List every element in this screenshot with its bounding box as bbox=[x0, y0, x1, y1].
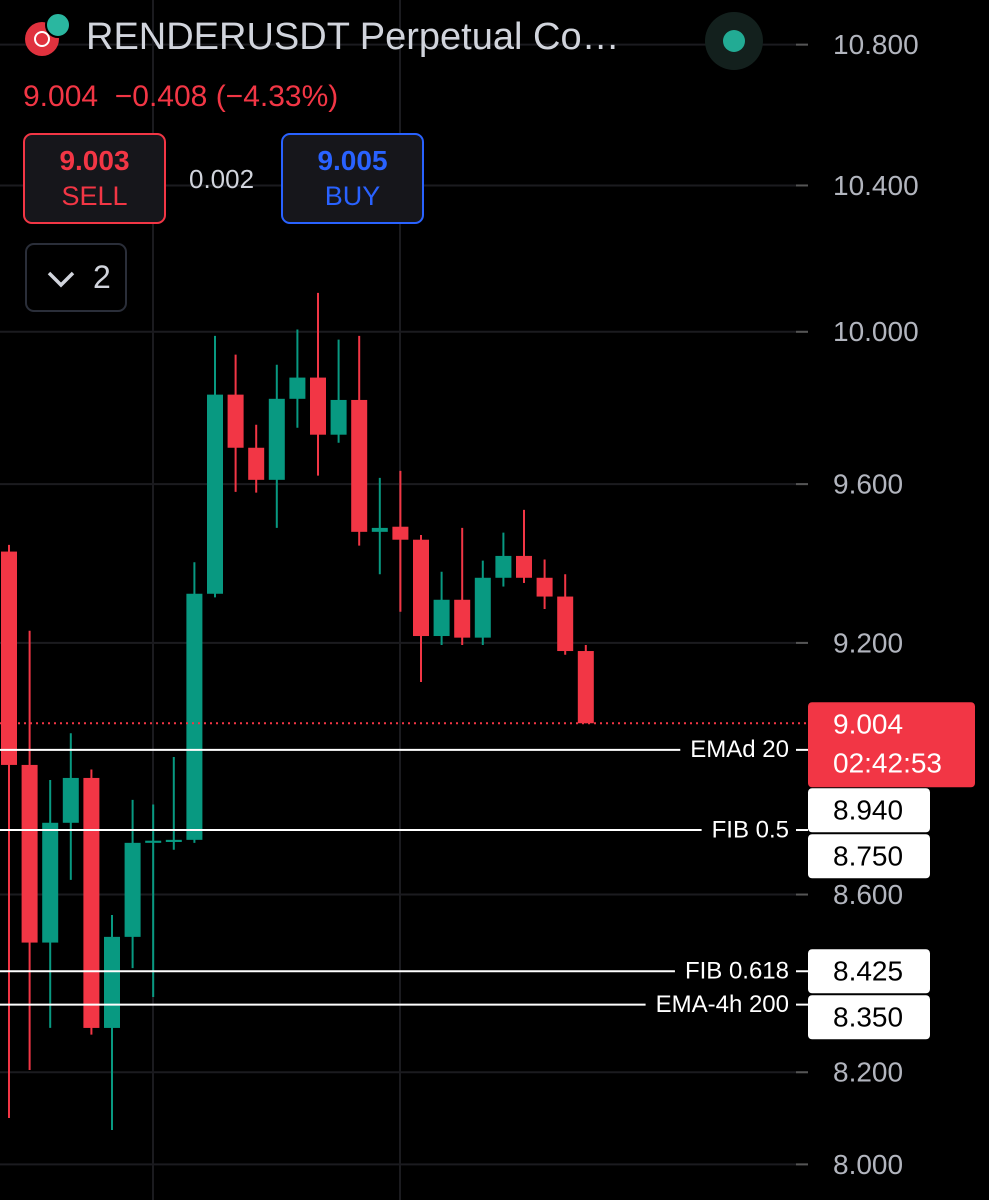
last-price-label: 9.004 bbox=[833, 709, 903, 740]
candle-body bbox=[433, 599, 450, 637]
y-tick-label: 9.200 bbox=[833, 627, 903, 658]
candle-body bbox=[289, 377, 306, 399]
candle-body bbox=[454, 599, 471, 638]
candle-body bbox=[227, 394, 244, 448]
level-price-box bbox=[808, 834, 930, 879]
candle-body bbox=[165, 839, 182, 842]
candle-body bbox=[495, 555, 512, 578]
candle-body bbox=[577, 651, 594, 724]
candle-body bbox=[557, 596, 574, 652]
chevron-icon bbox=[47, 271, 75, 288]
sell-price: 9.003 bbox=[59, 145, 130, 176]
y-tick-label: 8.600 bbox=[833, 879, 903, 910]
candle-body bbox=[248, 447, 265, 480]
y-tick-label: 8.000 bbox=[833, 1149, 903, 1180]
candle-body bbox=[474, 577, 491, 638]
y-tick-label: 10.000 bbox=[833, 316, 919, 347]
status-indicator bbox=[705, 12, 763, 70]
candle-body bbox=[104, 936, 120, 1028]
indicator-count: 2 bbox=[93, 259, 111, 295]
y-tick-label: 10.400 bbox=[833, 170, 919, 201]
y-tick-label: 9.600 bbox=[833, 469, 903, 500]
price: 9.004 bbox=[23, 80, 99, 113]
level-price-label: 8.750 bbox=[833, 841, 903, 872]
last-price-box bbox=[808, 702, 975, 788]
sell-label: SELL bbox=[61, 181, 128, 211]
candle-body bbox=[207, 394, 223, 594]
candle-body bbox=[83, 777, 100, 1028]
candle-body bbox=[351, 399, 368, 532]
candle-body bbox=[62, 777, 79, 823]
candle-body bbox=[310, 377, 326, 435]
change-percent: (−4.33%) bbox=[215, 80, 339, 113]
symbol-logo bbox=[25, 12, 71, 56]
buy-label: BUY bbox=[324, 181, 381, 211]
level-name: EMAd 20 bbox=[690, 736, 789, 763]
indicator-toggle[interactable]: 2 bbox=[25, 243, 127, 312]
price-line: 9.004 −0.408 (−4.33%) bbox=[23, 80, 338, 114]
candle-body bbox=[413, 539, 429, 637]
level-price-label: 8.350 bbox=[833, 1002, 903, 1033]
candle-body bbox=[145, 840, 162, 843]
candle-body bbox=[330, 399, 347, 435]
level-name: FIB 0.5 bbox=[712, 816, 789, 843]
buy-button[interactable]: 9.005 BUY bbox=[281, 133, 424, 224]
candle-body bbox=[268, 398, 285, 480]
candle-body bbox=[536, 577, 553, 597]
candle-body bbox=[186, 593, 203, 840]
candle-body bbox=[21, 764, 38, 943]
level-price-box bbox=[808, 788, 930, 833]
candle-body bbox=[1, 551, 17, 765]
buy-price: 9.005 bbox=[317, 145, 388, 176]
level-price-label: 8.940 bbox=[833, 795, 903, 826]
symbol-title[interactable]: RENDERUSDT Perpetual Co… bbox=[86, 16, 620, 58]
level-name: FIB 0.618 bbox=[685, 958, 789, 985]
y-tick-label: 8.200 bbox=[833, 1057, 903, 1088]
countdown: 02:42:53 bbox=[833, 748, 942, 779]
candle-body bbox=[42, 822, 59, 943]
level-price-box bbox=[808, 949, 930, 994]
candle-body bbox=[392, 526, 409, 540]
sell-button[interactable]: 9.003 SELL bbox=[23, 133, 166, 224]
level-price-label: 8.425 bbox=[833, 956, 903, 987]
level-price-box bbox=[808, 995, 930, 1040]
y-tick-label: 10.800 bbox=[833, 29, 919, 60]
candle-body bbox=[371, 527, 388, 532]
change: −0.408 bbox=[114, 80, 208, 113]
candle-body bbox=[516, 555, 532, 578]
candle-body bbox=[124, 842, 141, 937]
spread: 0.002 bbox=[189, 164, 255, 194]
level-name: EMA-4h 200 bbox=[656, 991, 789, 1018]
